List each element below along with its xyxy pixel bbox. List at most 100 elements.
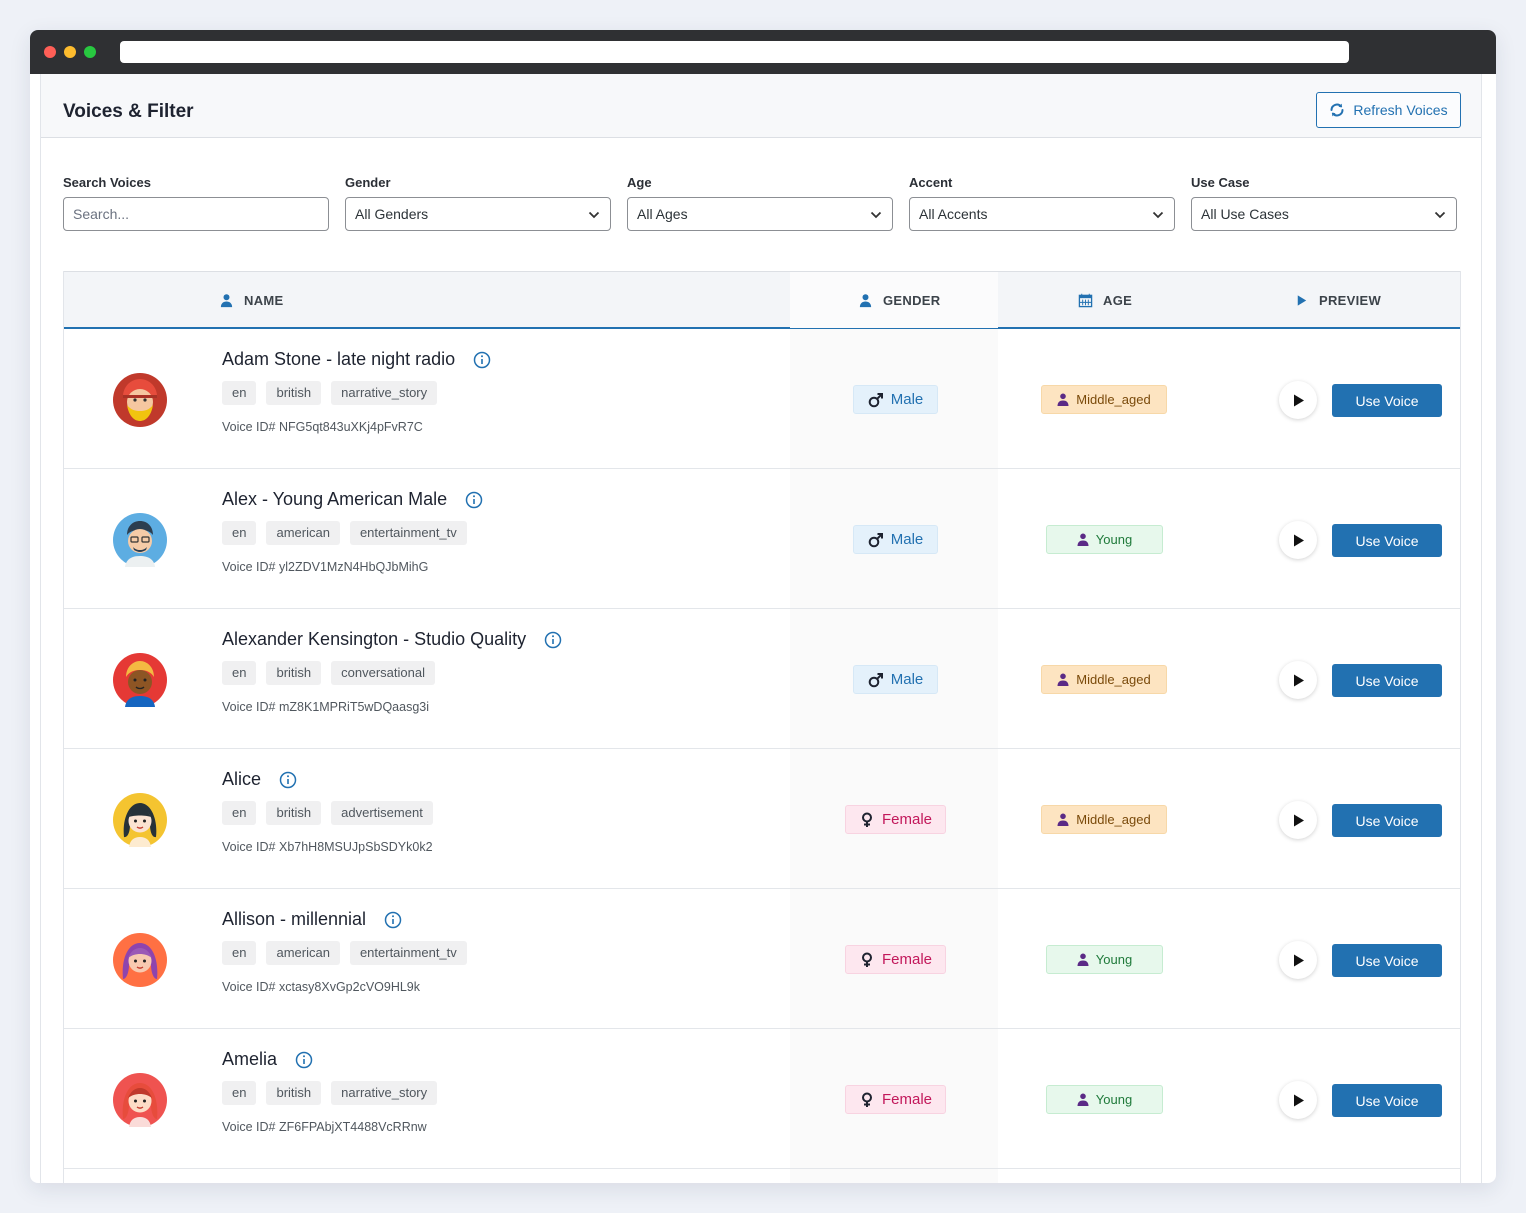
age-badge: Middle_aged: [1041, 805, 1167, 834]
maximize-window-button[interactable]: [84, 46, 96, 58]
accent-label: Accent: [909, 175, 953, 190]
voice-name-text: Alexander Kensington - Studio Quality: [222, 629, 527, 649]
tag-language: en: [222, 1081, 257, 1105]
voice-name-text: Alice: [222, 769, 262, 789]
age-badge-label: Young: [1095, 532, 1133, 547]
voice-name-text: Alex - Young American Male: [222, 489, 448, 509]
browser-window: Voices & Filter Refresh Voices Search Vo…: [30, 30, 1496, 1183]
preview-play-button[interactable]: [1279, 521, 1317, 559]
info-icon[interactable]: [465, 491, 483, 509]
chevron-down-icon: [588, 211, 600, 219]
info-icon[interactable]: [473, 351, 491, 369]
gender-select-value: All Genders: [355, 206, 429, 222]
refresh-voices-button[interactable]: Refresh Voices: [1316, 92, 1461, 128]
page-header: Voices & Filter Refresh Voices: [41, 74, 1481, 138]
info-icon[interactable]: [295, 1051, 313, 1069]
play-icon: [1294, 674, 1304, 686]
tag-use-case: entertainment_tv: [349, 521, 467, 545]
use-voice-button[interactable]: Use Voice: [1332, 944, 1442, 977]
use-voice-button[interactable]: Use Voice: [1332, 524, 1442, 557]
search-field[interactable]: [63, 197, 329, 231]
voice-id: Voice ID# Xb7hH8MSUJpSbSDYk0k2: [222, 840, 433, 854]
voice-id: Voice ID# ZF6FPAbjXT4488VcRRnw: [222, 1120, 427, 1134]
voices-table: NAME GENDER AGE PREVIEW: [63, 271, 1461, 1183]
voices-panel: Voices & Filter Refresh Voices Search Vo…: [40, 74, 1482, 1183]
column-age-label: AGE: [1103, 292, 1133, 308]
use-voice-button[interactable]: Use Voice: [1332, 664, 1442, 697]
female-icon: [861, 952, 872, 967]
preview-play-button[interactable]: [1279, 801, 1317, 839]
voice-tags: en american entertainment_tv: [222, 521, 467, 545]
user-icon: [1077, 533, 1089, 546]
column-header-age[interactable]: AGE: [1078, 272, 1132, 328]
gender-badge-label: Male: [890, 531, 924, 548]
gender-select[interactable]: All Genders: [345, 197, 611, 231]
tag-language: en: [222, 941, 257, 965]
table-row: Adam Stone - late night radio en british…: [64, 329, 1460, 469]
refresh-icon: [1330, 103, 1344, 117]
preview-play-button[interactable]: [1279, 661, 1317, 699]
search-input[interactable]: [73, 206, 328, 222]
column-header-preview[interactable]: PREVIEW: [1294, 272, 1381, 328]
avatar: [113, 373, 167, 427]
preview-play-button[interactable]: [1279, 381, 1317, 419]
voice-tags: en british conversational: [222, 661, 435, 685]
user-icon: [859, 293, 872, 307]
voice-id: Voice ID# yl2ZDV1MzN4HbQJbMihG: [222, 560, 429, 574]
voice-tags: en american entertainment_tv: [222, 941, 467, 965]
voice-name: Alex - Young American Male: [222, 489, 483, 510]
table-row: Alex - Young American Male en american e…: [64, 469, 1460, 609]
avatar: [113, 1073, 167, 1127]
use-case-select[interactable]: All Use Cases: [1191, 197, 1457, 231]
use-case-label: Use Case: [1191, 175, 1250, 190]
preview-play-button[interactable]: [1279, 941, 1317, 979]
voice-name: Adam Stone - late night radio: [222, 349, 491, 370]
tag-language: en: [222, 801, 257, 825]
use-voice-button[interactable]: Use Voice: [1332, 384, 1442, 417]
play-icon: [1294, 534, 1304, 546]
age-badge-label: Middle_aged: [1076, 812, 1151, 827]
preview-play-button[interactable]: [1279, 1081, 1317, 1119]
tag-language: en: [222, 661, 257, 685]
user-icon: [220, 293, 233, 307]
use-case-filter: Use Case All Use Cases: [1191, 175, 1457, 231]
male-icon: [868, 392, 883, 407]
accent-select[interactable]: All Accents: [909, 197, 1175, 231]
age-badge: Middle_aged: [1041, 665, 1167, 694]
tag-use-case: narrative_story: [331, 381, 438, 405]
info-icon[interactable]: [384, 911, 402, 929]
column-header-name[interactable]: NAME: [219, 272, 283, 328]
tag-accent: american: [266, 941, 340, 965]
info-icon[interactable]: [544, 631, 562, 649]
use-voice-button[interactable]: Use Voice: [1332, 804, 1442, 837]
page-title: Voices & Filter: [63, 101, 194, 122]
user-icon: [1057, 393, 1069, 406]
voice-name-text: Adam Stone - late night radio: [222, 349, 456, 369]
use-voice-button[interactable]: Use Voice: [1332, 1084, 1442, 1117]
age-badge-label: Young: [1095, 952, 1133, 967]
gender-filter: Gender All Genders: [345, 175, 611, 231]
voice-id: Voice ID# xctasy8XvGp2cVO9HL9k: [222, 980, 421, 994]
age-select[interactable]: All Ages: [627, 197, 893, 231]
play-icon: [1294, 1094, 1304, 1106]
age-badge: Middle_aged: [1041, 385, 1167, 414]
calendar-icon: [1078, 293, 1093, 307]
age-badge: Young: [1046, 525, 1163, 554]
voice-name: Allison - millennial: [222, 909, 402, 930]
column-header-gender[interactable]: GENDER: [858, 272, 940, 328]
tag-use-case: conversational: [331, 661, 435, 685]
user-icon: [1077, 1093, 1089, 1106]
voice-tags: en british narrative_story: [222, 1081, 438, 1105]
minimize-window-button[interactable]: [64, 46, 76, 58]
tag-language: en: [222, 381, 257, 405]
gender-badge: Female: [845, 945, 946, 974]
voice-id: Voice ID# mZ8K1MPRiT5wDQaasg3i: [222, 700, 430, 714]
address-bar[interactable]: [120, 41, 1349, 63]
search-label: Search Voices: [63, 175, 151, 190]
close-window-button[interactable]: [44, 46, 56, 58]
info-icon[interactable]: [279, 771, 297, 789]
tag-use-case: entertainment_tv: [349, 941, 467, 965]
user-icon: [1077, 953, 1089, 966]
column-gender-label: GENDER: [883, 292, 941, 308]
column-preview-label: PREVIEW: [1319, 292, 1382, 308]
